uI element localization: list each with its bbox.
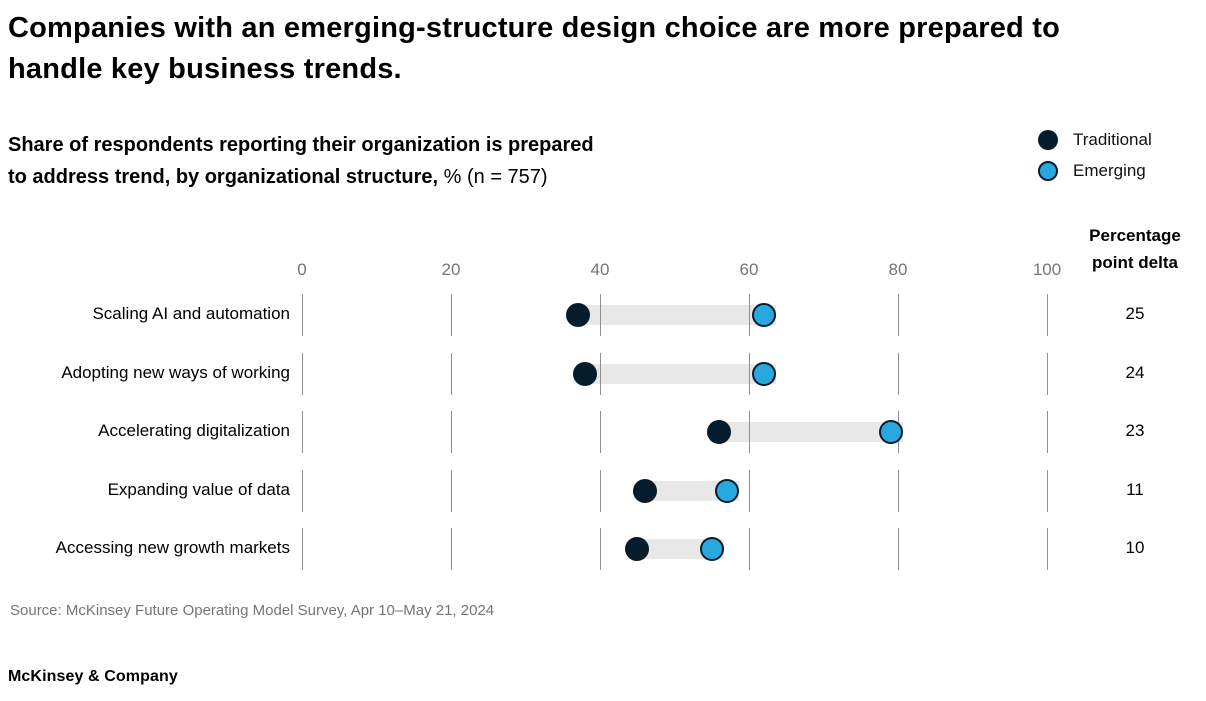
connector-bar <box>585 363 776 384</box>
gridline-tick <box>599 352 601 395</box>
gridline-tick <box>599 469 601 512</box>
category-label: Scaling AI and automation <box>92 304 290 323</box>
chart-subtitle-line2-bold: to address trend, by organizational stru… <box>8 166 439 188</box>
delta-value: 25 <box>1125 304 1145 323</box>
delta-value: 23 <box>1125 421 1145 440</box>
gridline-tick <box>748 294 750 336</box>
gridline-tick <box>897 294 899 336</box>
gridline-tick <box>450 528 452 570</box>
gridline-tick <box>301 294 303 336</box>
gridline-tick <box>599 528 601 570</box>
gridline-tick <box>1046 411 1048 453</box>
gridline-tick <box>450 411 452 453</box>
mckinsey-wordmark: McKinsey & Company <box>8 668 178 685</box>
axis-tick-label: 40 <box>590 260 610 279</box>
axis-tick-label: 100 <box>1032 260 1062 279</box>
legend-item-traditional: Traditional <box>1038 129 1152 150</box>
exhibit-title-line2: handle key business trends. <box>8 53 402 85</box>
gridline-tick <box>301 528 303 570</box>
delta-value: 11 <box>1126 479 1144 499</box>
exhibit-title: Companies with an emerging-structure des… <box>8 8 1198 90</box>
gridline-tick <box>897 469 899 512</box>
gridline-tick <box>301 411 303 453</box>
delta-value: 24 <box>1125 362 1145 382</box>
traditional-data-dot <box>707 420 732 444</box>
gridline-tick <box>450 294 452 336</box>
category-label: Accelerating digitalization <box>98 421 290 440</box>
emerging-data-dot <box>714 478 739 503</box>
source-note: Source: McKinsey Future Operating Model … <box>10 602 495 619</box>
axis-tick-label: 60 <box>739 260 759 279</box>
category-label: Accessing new growth markets <box>55 538 290 557</box>
category-label: Expanding value of data <box>107 479 290 499</box>
delta-value: 10 <box>1125 538 1145 557</box>
emerging-dot-icon <box>1038 160 1058 181</box>
emerging-data-dot <box>751 361 776 386</box>
traditional-dot-icon <box>1038 129 1058 150</box>
emerging-data-dot <box>878 420 903 444</box>
gridline-tick <box>748 528 750 570</box>
gridline-tick <box>1046 352 1048 395</box>
legend-label-traditional: Traditional <box>1073 129 1152 149</box>
gridline-tick <box>1046 528 1048 570</box>
chart-subtitle: Share of respondents reporting their org… <box>8 129 768 193</box>
connector-bar <box>577 305 776 325</box>
gridline-tick <box>1046 469 1048 512</box>
legend-label-emerging: Emerging <box>1073 160 1146 180</box>
gridline-tick <box>599 411 601 453</box>
gridline-tick <box>301 352 303 395</box>
gridline-tick <box>748 469 750 512</box>
axis-tick-label: 0 <box>297 260 307 279</box>
gridline-tick <box>748 352 750 395</box>
traditional-data-dot <box>573 361 598 386</box>
category-label: Adopting new ways of working <box>61 362 290 382</box>
connector-bar <box>719 422 903 442</box>
traditional-data-dot <box>565 303 590 327</box>
gridline-tick <box>897 528 899 570</box>
gridline-tick <box>599 294 601 336</box>
emerging-data-dot <box>751 303 776 327</box>
traditional-data-dot <box>625 537 650 561</box>
legend-item-emerging: Emerging <box>1038 160 1152 181</box>
gridline-tick <box>748 411 750 453</box>
gridline-tick <box>1046 294 1048 336</box>
axis-tick-label: 20 <box>441 260 461 279</box>
chart-subtitle-line2: to address trend, by organizational stru… <box>8 161 768 193</box>
gridline-tick <box>301 469 303 512</box>
sample-size-note: % (n = 757) <box>438 166 548 188</box>
chart-subtitle-line1: Share of respondents reporting their org… <box>8 134 594 156</box>
delta-column-header: Percentage point delta <box>1089 226 1181 272</box>
exhibit-title-line1: Companies with an emerging-structure des… <box>8 12 1060 44</box>
traditional-data-dot <box>632 478 657 503</box>
gridline-tick <box>450 352 452 395</box>
gridline-tick <box>450 469 452 512</box>
gridline-tick <box>897 352 899 395</box>
emerging-data-dot <box>699 537 724 561</box>
legend: Traditional Emerging <box>1038 129 1152 191</box>
axis-tick-label: 80 <box>888 260 908 279</box>
